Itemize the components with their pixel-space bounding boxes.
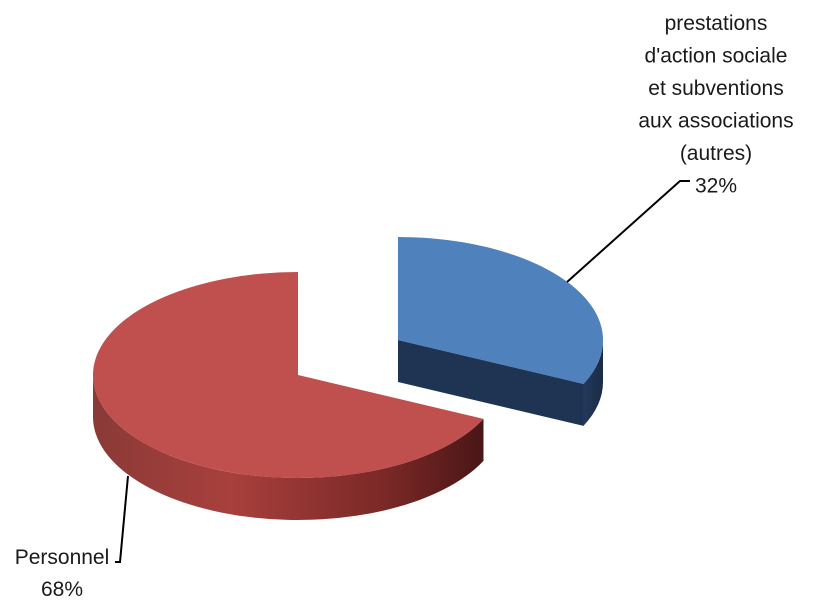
leader-line-personnel	[115, 475, 129, 563]
leader-line-autres	[566, 180, 690, 283]
slice-label-line: prestations	[665, 12, 768, 35]
pie-slice-cut-face	[398, 340, 584, 426]
slice-label-line: d'action sociale	[645, 45, 788, 68]
pie-slice-autres	[398, 237, 603, 426]
slice-label-autres: prestations d'action sociale et subvention…	[638, 12, 793, 198]
slice-label-personnel: Personnel 68%	[15, 546, 110, 600]
slice-value-personnel: 68%	[41, 578, 83, 600]
pie-slice-top	[93, 272, 484, 478]
slice-value-autres: 32%	[695, 175, 737, 198]
pie-slice-side	[583, 340, 603, 426]
slice-label-line: Personnel	[15, 546, 110, 569]
slice-label-line: (autres)	[680, 142, 752, 165]
pie-slice-side	[93, 375, 484, 520]
slice-label-line: aux associations	[638, 110, 793, 133]
pie-slice-top	[398, 237, 603, 384]
pie-slice-personnel	[93, 272, 484, 520]
slice-label-line: et subventions	[648, 77, 783, 100]
